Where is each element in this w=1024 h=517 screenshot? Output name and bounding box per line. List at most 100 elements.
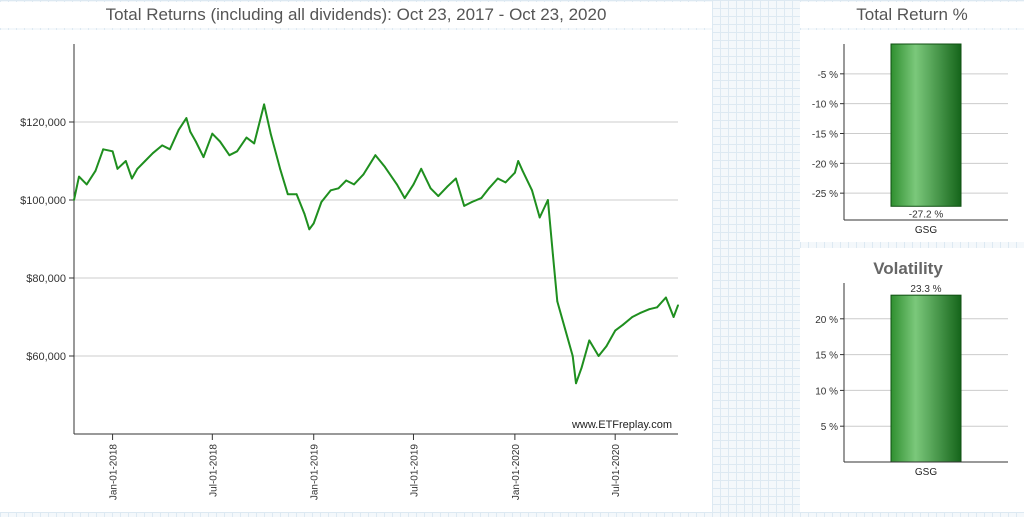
data-point [303, 212, 306, 215]
data-point [396, 183, 398, 186]
x-tick-label: Jul-01-2020 [611, 444, 622, 497]
total-return-title: Total Return % [800, 2, 1024, 28]
data-point [374, 154, 377, 157]
data-point [556, 300, 559, 303]
volatility-bar-chart: Volatility 5 % 10 % 15 % 20 % 23.3 % GSG [815, 259, 1008, 478]
data-point [517, 160, 520, 162]
data-point [236, 150, 239, 153]
x-tick-label: Jan-01-2019 [310, 444, 321, 501]
data-point [312, 222, 315, 225]
bar-value-label: 23.3 % [910, 284, 941, 295]
data-point [665, 296, 667, 299]
data-point [353, 183, 355, 186]
data-point [131, 177, 133, 180]
bar-value-label: -27.2 % [909, 209, 944, 220]
data-point [463, 205, 466, 207]
data-point [136, 167, 139, 170]
y-tick-label: $120,000 [20, 117, 66, 129]
y-tick-label: $80,000 [26, 273, 66, 285]
y-tick-label: $100,000 [20, 195, 66, 207]
data-point [580, 366, 583, 369]
data-point [597, 355, 600, 357]
main-chart-title: Total Returns (including all dividends):… [0, 2, 712, 28]
data-point [480, 197, 483, 200]
data-point [177, 128, 180, 131]
data-point [116, 167, 119, 170]
data-point [514, 171, 516, 174]
volatility-panel: Volatility 5 % 10 % 15 % 20 % 23.3 % GSG [800, 248, 1024, 512]
data-point [329, 189, 332, 192]
data-point [279, 167, 281, 170]
returns-series-line [73, 103, 679, 385]
y-tick-label: -10 % [812, 100, 838, 111]
data-point [656, 306, 658, 309]
data-point [345, 179, 348, 182]
data-point [455, 177, 457, 180]
data-point [631, 316, 634, 318]
x-tick-label: Jul-01-2019 [409, 444, 420, 497]
data-point [571, 355, 574, 357]
y-tick-label: 15 % [815, 351, 838, 362]
data-point [677, 304, 679, 307]
data-point [648, 308, 651, 311]
category-label: GSG [915, 467, 937, 478]
y-tick-label: -20 % [812, 159, 838, 170]
data-point [253, 142, 256, 145]
x-tick-label: Jul-01-2018 [208, 444, 219, 497]
data-point [245, 136, 248, 139]
x-tick-label: Jan-01-2020 [511, 444, 522, 501]
data-point [552, 253, 554, 256]
data-point [531, 189, 533, 192]
y-tick-label: -5 % [817, 70, 838, 81]
data-point [605, 345, 608, 348]
returns-chart-panel: $60,000 $80,000 $100,000 $120,000 Jan-01-20… [0, 30, 712, 512]
data-point [622, 323, 624, 326]
data-point [564, 327, 566, 330]
data-point [94, 169, 97, 172]
y-tick-label: 20 % [815, 315, 838, 326]
data-point [211, 132, 214, 135]
data-point [588, 339, 591, 342]
returns-line-chart: $60,000 $80,000 $100,000 $120,000 Jan-01-20… [20, 44, 679, 501]
x-tick-label: Jan-01-2018 [109, 444, 120, 501]
total-return-bar-chart: -5 % -10 % -15 % -20 % -25 % -27.2 % GSG [812, 43, 1008, 236]
data-point [337, 187, 340, 190]
data-point [151, 152, 154, 155]
total-return-panel: -5 % -10 % -15 % -20 % -25 % -27.2 % GSG [800, 30, 1024, 242]
data-point [194, 140, 197, 143]
data-point [308, 228, 311, 231]
y-tick-label: -15 % [812, 129, 838, 140]
data-point [320, 201, 323, 203]
data-point [286, 193, 289, 196]
watermark-text: www.ETFreplay.com [571, 419, 672, 431]
data-point [295, 193, 298, 196]
data-point [521, 169, 524, 172]
data-point [85, 183, 88, 186]
data-point [144, 160, 147, 162]
data-point [202, 156, 205, 158]
category-label: GSG [915, 225, 937, 236]
data-point [269, 132, 272, 135]
data-point [228, 154, 231, 157]
data-point [412, 183, 415, 186]
data-point [575, 382, 577, 385]
data-point [420, 167, 423, 170]
data-point [124, 160, 127, 162]
data-point [437, 195, 440, 198]
data-point [102, 148, 105, 151]
data-point [446, 185, 449, 188]
data-point [263, 103, 265, 106]
bar-gsg [890, 294, 962, 463]
data-point [169, 148, 171, 151]
data-point [111, 150, 114, 153]
volatility-title: Volatility [873, 259, 943, 278]
data-point [403, 197, 406, 200]
data-point [547, 199, 549, 201]
data-point [488, 187, 490, 190]
data-point [429, 187, 432, 190]
data-point [73, 199, 75, 201]
data-point [471, 201, 473, 203]
data-point [614, 329, 617, 332]
y-tick-label: $60,000 [26, 351, 66, 363]
data-point [383, 165, 386, 168]
